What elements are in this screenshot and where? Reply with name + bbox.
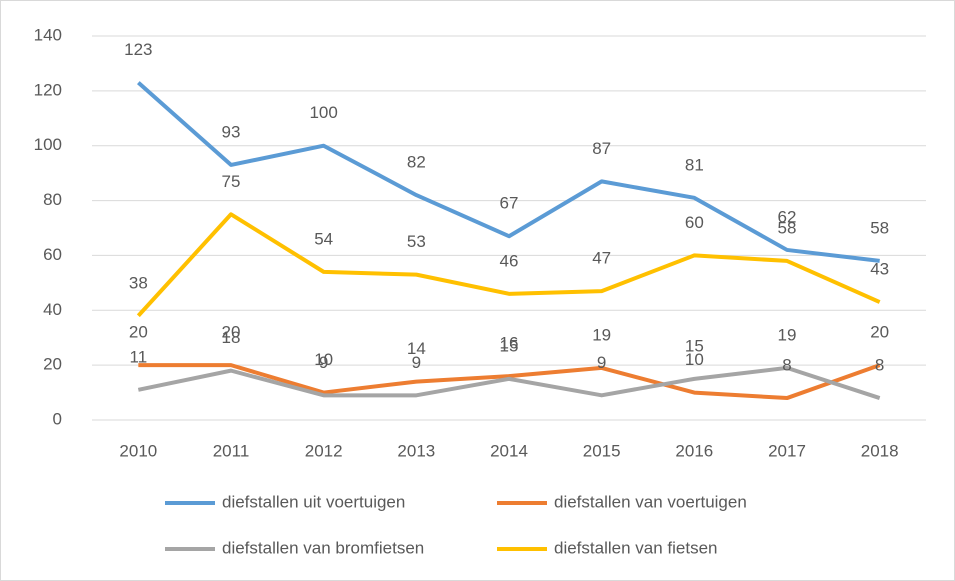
data-label: 18 <box>222 328 241 347</box>
data-label: 20 <box>870 323 889 342</box>
y-tick-label: 40 <box>43 300 62 319</box>
data-label: 75 <box>222 172 241 191</box>
data-label: 53 <box>407 232 426 251</box>
legend-label: diefstallen uit voertuigen <box>222 492 405 511</box>
data-label: 20 <box>222 323 241 342</box>
x-tick-label: 2010 <box>119 441 157 460</box>
data-label: 123 <box>124 40 152 59</box>
x-tick-label: 2018 <box>861 441 899 460</box>
data-label: 19 <box>778 325 797 344</box>
series-line <box>137 81 880 263</box>
x-tick-label: 2015 <box>583 441 621 460</box>
data-label: 100 <box>309 103 337 122</box>
data-label: 43 <box>870 260 889 279</box>
data-label: 81 <box>685 155 704 174</box>
series-line <box>136 212 881 318</box>
x-tick-label: 2011 <box>213 441 250 460</box>
y-tick-label: 0 <box>53 409 62 428</box>
y-tick-label: 60 <box>43 245 62 264</box>
y-tick-label: 80 <box>43 190 62 209</box>
data-label: 60 <box>685 213 704 232</box>
data-label: 15 <box>685 336 704 355</box>
y-tick-label: 140 <box>34 25 62 44</box>
data-label: 11 <box>130 347 148 366</box>
data-label: 20 <box>129 323 148 342</box>
data-label: 62 <box>778 207 797 226</box>
series-line <box>137 365 881 400</box>
x-tick-label: 2016 <box>675 441 713 460</box>
data-label: 10 <box>685 350 704 369</box>
data-label: 82 <box>407 153 426 172</box>
legend-label: diefstallen van fietsen <box>554 538 718 557</box>
data-label: 54 <box>314 229 333 248</box>
data-label: 10 <box>314 350 333 369</box>
x-tick-label: 2014 <box>490 441 528 460</box>
series-line <box>138 363 881 401</box>
data-label: 47 <box>592 249 611 268</box>
data-label: 9 <box>597 353 606 372</box>
data-label: 8 <box>875 356 884 375</box>
x-tick-label: 2017 <box>768 441 806 460</box>
data-label: 58 <box>870 218 889 237</box>
y-tick-label: 120 <box>34 80 62 99</box>
y-tick-label: 20 <box>43 355 62 374</box>
x-tick-label: 2013 <box>397 441 435 460</box>
data-label: 14 <box>407 339 426 358</box>
data-label: 58 <box>778 218 797 237</box>
data-label: 46 <box>500 251 519 270</box>
data-label: 16 <box>500 334 519 353</box>
data-label: 9 <box>319 353 328 372</box>
data-label: 38 <box>129 273 148 292</box>
data-label: 87 <box>592 139 611 158</box>
data-label: 8 <box>782 356 791 375</box>
data-label: 15 <box>500 336 519 355</box>
data-label: 19 <box>592 325 611 344</box>
legend-label: diefstallen van voertuigen <box>554 492 747 511</box>
data-label: 9 <box>412 353 421 372</box>
data-label: 67 <box>500 194 519 213</box>
y-tick-label: 100 <box>34 135 62 154</box>
data-label: 93 <box>222 122 241 141</box>
x-tick-label: 2012 <box>305 441 343 460</box>
legend-label: diefstallen van bromfietsen <box>222 538 424 557</box>
